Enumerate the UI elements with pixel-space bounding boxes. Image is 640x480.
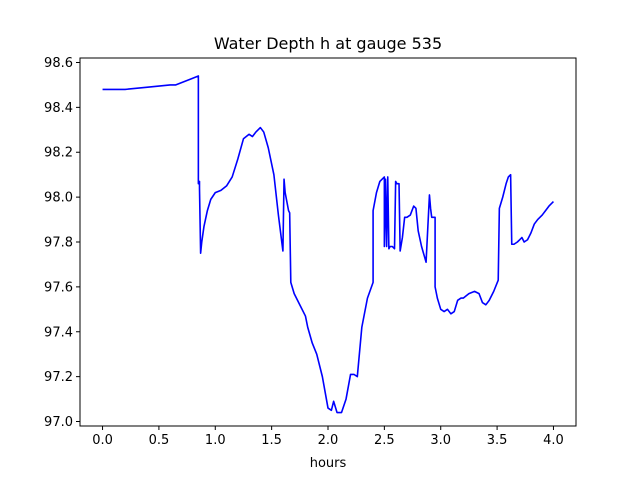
y-tick-label: 97.6 [44, 280, 73, 295]
y-tick-label: 98.0 [44, 191, 73, 206]
axes-frame [79, 57, 577, 427]
x-tick-label: 3.0 [430, 433, 451, 448]
x-tick-label: 2.5 [374, 433, 395, 448]
x-axis: 0.0 0.5 1.0 1.5 2.0 2.5 3.0 3.5 4.0 [92, 426, 564, 448]
x-tick-label: 2.0 [318, 433, 339, 448]
y-tick-label: 97.8 [44, 236, 73, 251]
y-tick-label: 98.4 [44, 101, 73, 116]
y-tick-label: 97.2 [44, 370, 73, 385]
x-tick-label: 3.5 [487, 433, 508, 448]
x-tick-label: 1.5 [261, 433, 282, 448]
chart-title: Water Depth h at gauge 535 [214, 34, 442, 53]
y-tick-label: 98.2 [44, 146, 73, 161]
y-tick-label: 97.0 [44, 415, 73, 430]
x-axis-label: hours [310, 456, 347, 471]
x-tick-label: 4.0 [543, 433, 564, 448]
series-line [102, 75, 555, 414]
x-tick-label: 0.0 [92, 433, 113, 448]
y-tick-label: 97.4 [44, 325, 73, 340]
y-axis: 97.0 97.2 97.4 97.6 97.8 98.0 98.2 98.4 98.6 [44, 56, 80, 430]
x-tick-label: 0.5 [149, 433, 170, 448]
y-tick-label: 98.6 [44, 56, 73, 71]
x-tick-label: 1.0 [205, 433, 226, 448]
